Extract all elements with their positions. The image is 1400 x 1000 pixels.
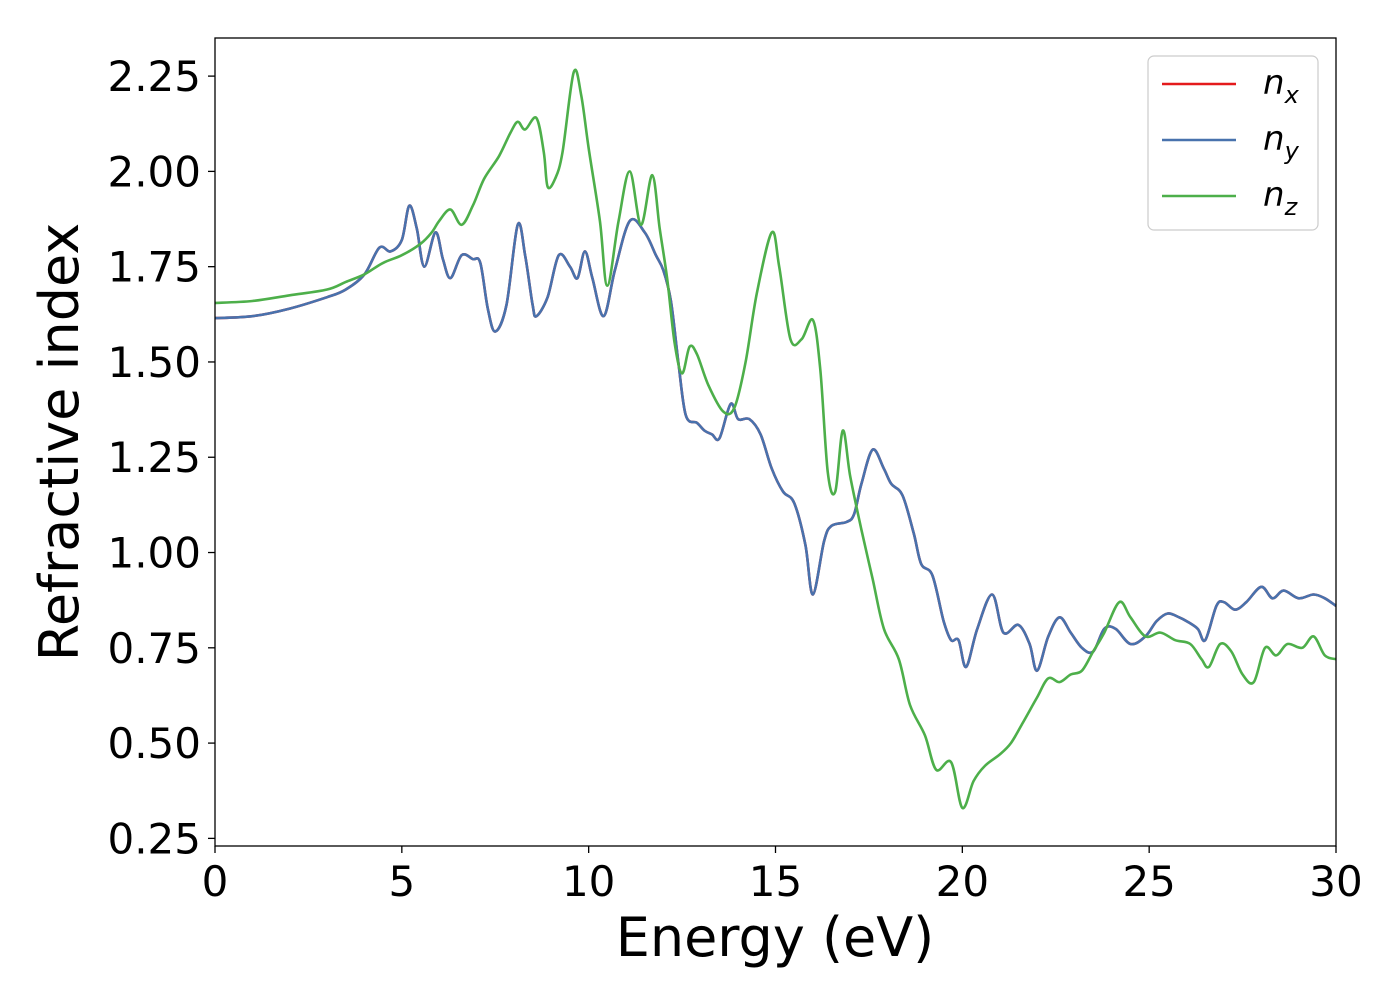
series-layer: [214, 68, 1337, 810]
legend-label-nz: nz: [1263, 175, 1299, 221]
y-tick-label: 0.75: [107, 624, 201, 673]
x-tick-label: 20: [936, 857, 989, 906]
x-tick-label: 0: [202, 857, 229, 906]
legend-label-nx: nx: [1263, 63, 1300, 109]
y-axis-label: Refractive index: [28, 223, 91, 662]
legend-box: [1147, 55, 1319, 231]
y-tick-label: 2.25: [107, 52, 201, 101]
x-tick-label: 15: [749, 857, 802, 906]
y-tick-label: 1.00: [107, 529, 201, 578]
y-tick-label: 0.25: [107, 814, 201, 863]
x-axis-ticks: 0 5 10 15 20 25 30: [202, 846, 1363, 906]
y-axis-ticks: 0.25 0.50 0.75 1.00 1.25 1.50 1.75 2.00 2.25: [107, 52, 215, 863]
y-tick-label: 1.75: [107, 243, 201, 292]
legend-label-ny: ny: [1263, 119, 1300, 165]
series-line-nx: [214, 204, 1337, 673]
y-tick-label: 1.50: [107, 338, 201, 387]
series-line-ny: [214, 204, 1337, 673]
x-tick-label: 30: [1309, 857, 1362, 906]
series-line-nz: [214, 68, 1337, 810]
x-tick-label: 5: [388, 857, 415, 906]
y-tick-label: 0.50: [107, 719, 201, 768]
y-tick-label: 1.25: [107, 433, 201, 482]
x-axis-label: Energy (eV): [616, 906, 935, 969]
y-tick-label: 2.00: [107, 147, 201, 196]
x-tick-label: 10: [562, 857, 615, 906]
x-tick-label: 25: [1122, 857, 1175, 906]
legend: nx ny nz: [1147, 55, 1319, 231]
